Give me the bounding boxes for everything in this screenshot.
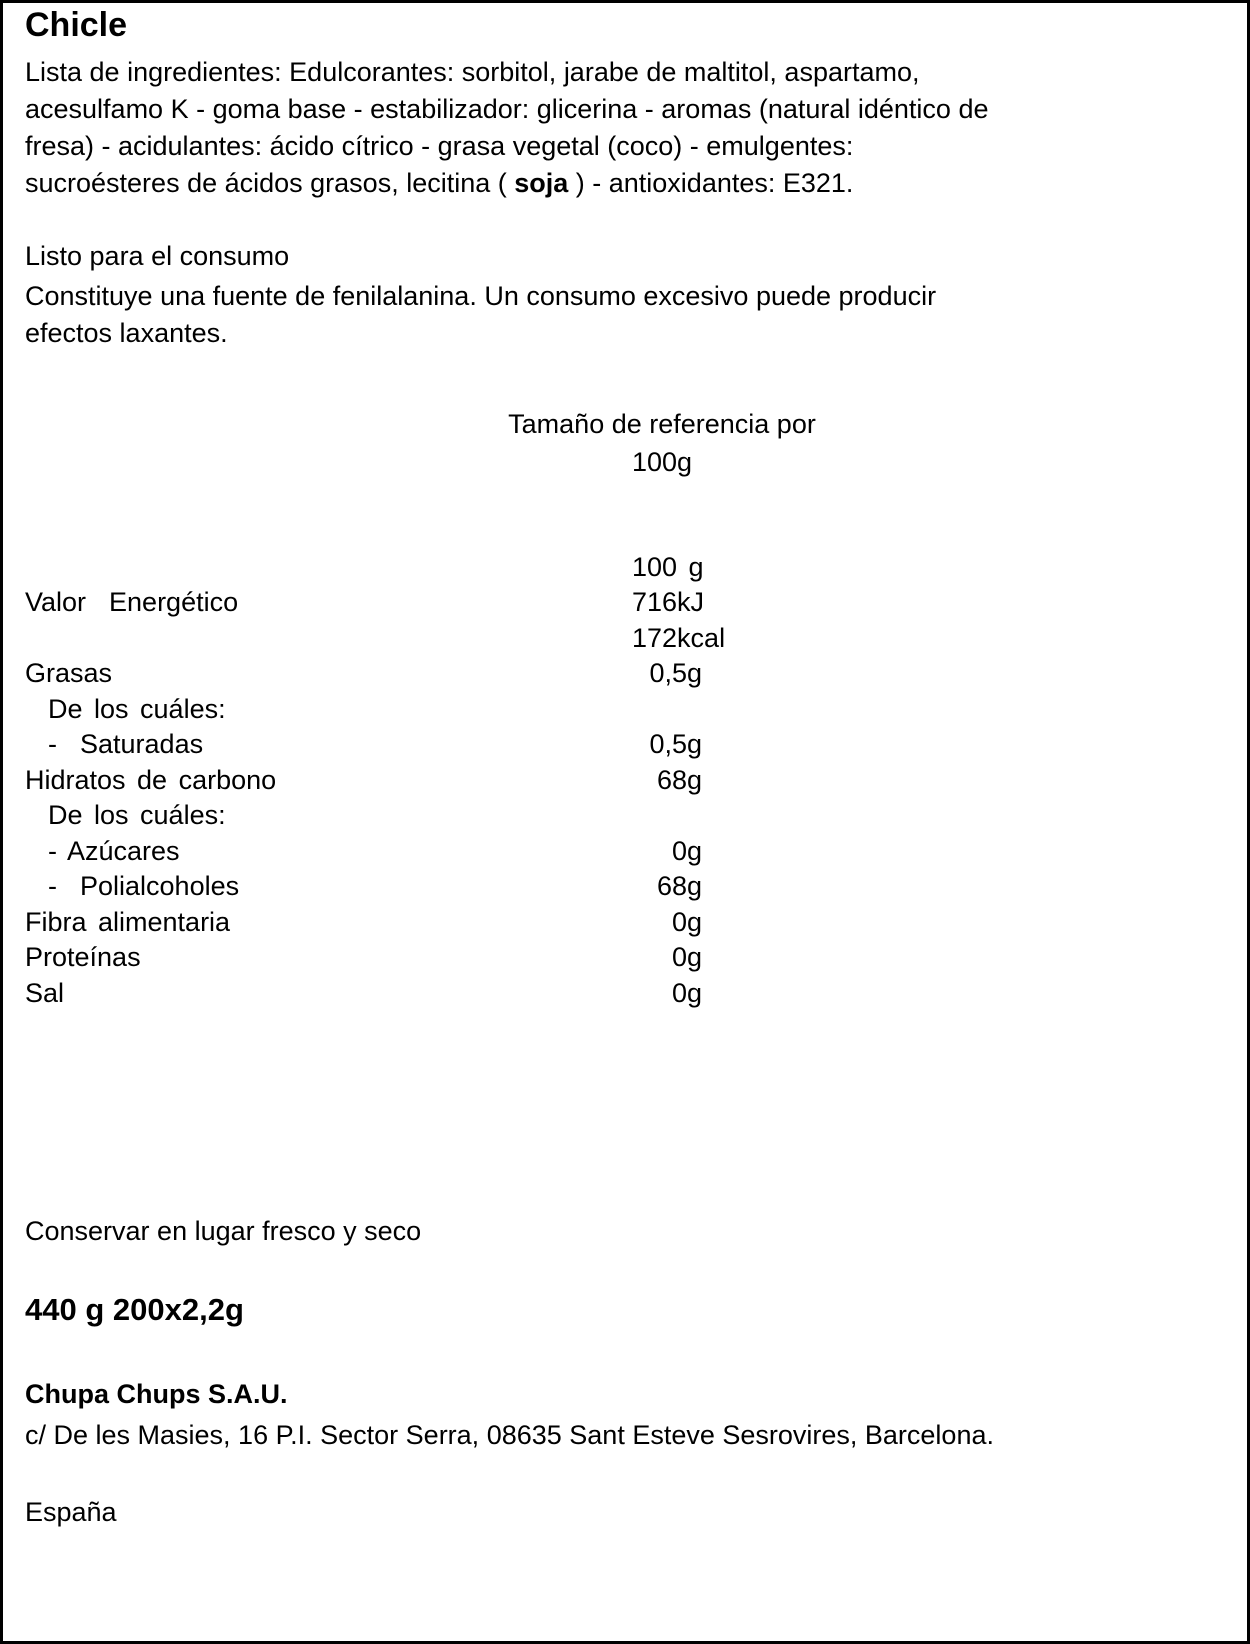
- nutrient-value: 68g: [656, 871, 702, 901]
- nutrient-label: Proteínas: [25, 942, 141, 972]
- table-row: Fibra alimentaria 0g: [25, 904, 1225, 940]
- nutrient-value: 0g: [671, 835, 702, 866]
- nutrient-label: Sal: [25, 977, 65, 1008]
- nutrient-value: 0g: [671, 906, 702, 937]
- nutrient-label: De los cuáles:: [25, 693, 226, 724]
- nutrient-value: 68g: [656, 764, 702, 795]
- nutrient-value: 172kcal: [632, 623, 726, 653]
- table-row: - Saturadas 0,5g: [25, 726, 1225, 762]
- column-header: 100 g: [632, 552, 704, 582]
- nutrient-label: Fibra alimentaria: [25, 906, 231, 937]
- table-row: Grasas 0,5g: [25, 655, 1225, 691]
- reference-size-value: 100g: [631, 447, 693, 477]
- table-row: - Azúcares 0g: [25, 833, 1225, 869]
- storage-text: Conservar en lugar fresco y seco: [25, 1216, 422, 1246]
- allergen: soja: [514, 168, 569, 198]
- ingredients-line: sucroésteres de ácidos grasos, lecitina …: [25, 165, 853, 202]
- nutrient-label: - Azúcares: [25, 835, 180, 866]
- table-row: 172kcal: [25, 620, 1225, 656]
- table-row: De los cuáles:: [25, 691, 1225, 727]
- ingredients-line: Lista de ingredientes: Edulcorantes: sor…: [25, 57, 920, 87]
- table-row: Hidratos de carbono 68g: [25, 762, 1225, 798]
- nutrient-label: Grasas: [25, 658, 113, 688]
- nutrient-value: 0g: [671, 977, 702, 1008]
- nutrient-value: 0,5g: [649, 658, 702, 688]
- table-row: Sal 0g: [25, 975, 1225, 1011]
- nutrient-value: 0g: [671, 942, 702, 972]
- nutrient-label: - Saturadas: [25, 729, 204, 759]
- reference-size: Tamaño de referencia por: [508, 409, 816, 439]
- table-row: Valor Energético 716kJ: [25, 584, 1225, 620]
- company-address: c/ De les Masies, 16 P.I. Sector Serra, …: [25, 1420, 994, 1450]
- nutrient-label: Hidratos de carbono: [25, 764, 277, 795]
- ingredients-line: fresa) - acidulantes: ácido cítrico - gr…: [25, 131, 854, 161]
- table-row: - Polialcoholes 68g: [25, 868, 1225, 904]
- table-row: De los cuáles:: [25, 797, 1225, 833]
- ingredients-text: sucroésteres de ácidos grasos, lecitina …: [25, 168, 515, 198]
- nutrient-label: De los cuáles:: [25, 800, 226, 830]
- ingredients-text: ) - antioxidantes: E321.: [568, 168, 854, 198]
- usage-text: Listo para el consumo: [25, 241, 290, 271]
- product-title: Chicle: [25, 6, 128, 44]
- company-name: Chupa Chups S.A.U.: [25, 1379, 288, 1409]
- country: España: [25, 1497, 117, 1527]
- nutrition-header-row: 100 g: [25, 549, 1225, 585]
- warning-text: Constituye una fuente de fenilalanina. U…: [25, 281, 937, 311]
- warning-text: efectos laxantes.: [25, 318, 228, 348]
- nutrient-value: 716kJ: [632, 587, 705, 617]
- table-row: Proteínas 0g: [25, 939, 1225, 975]
- nutrient-value: 0,5g: [649, 729, 702, 759]
- nutrient-label: - Polialcoholes: [25, 871, 240, 901]
- nutrient-label: Valor Energético: [25, 587, 239, 617]
- ingredients-line: acesulfamo K - goma base - estabilizador…: [25, 94, 989, 124]
- net-weight: 440 g 200x2,2g: [25, 1292, 244, 1327]
